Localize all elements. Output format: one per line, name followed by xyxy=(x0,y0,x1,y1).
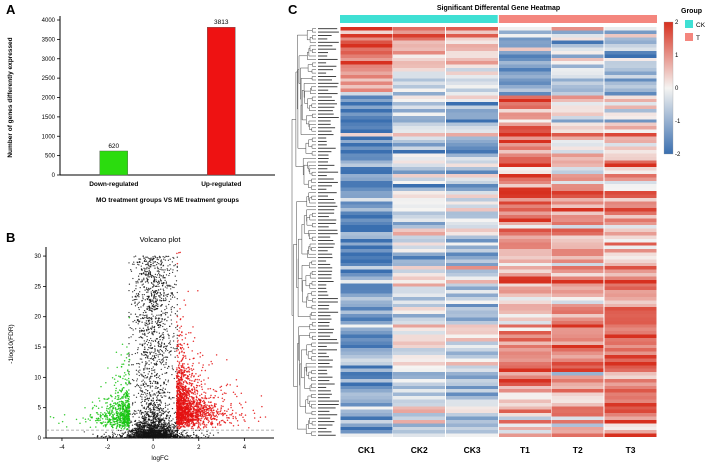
svg-text:15: 15 xyxy=(34,345,41,351)
svg-text:0: 0 xyxy=(38,436,42,442)
bar-down-regulated xyxy=(99,150,128,176)
svg-text:-4: -4 xyxy=(59,445,65,451)
volcano-axes: 0 5 10 15 20 25 30 -4 -2 0 2 4 xyxy=(34,247,274,451)
volcano-title: Volcano plot xyxy=(140,235,182,244)
svg-text:-2: -2 xyxy=(105,445,111,451)
gene-row-labels xyxy=(318,28,339,436)
svg-text:30: 30 xyxy=(34,254,41,260)
volcano-xlabel: logFC xyxy=(151,455,169,462)
bars: 620 Down-regulated 3813 Up-regulated xyxy=(89,19,241,188)
svg-text:5: 5 xyxy=(38,406,42,412)
volcano-ylabel: -1log10(FDR) xyxy=(8,324,15,363)
svg-text:2500: 2500 xyxy=(42,76,56,82)
svg-text:0: 0 xyxy=(52,173,56,179)
svg-text:4000: 4000 xyxy=(42,18,56,24)
panel-c-label: C xyxy=(288,2,298,17)
svg-text:Down-regulated: Down-regulated xyxy=(89,181,138,188)
heatmap-title: Significant Differental Gene Heatmap xyxy=(437,5,560,12)
legend-swatch-T xyxy=(685,33,693,41)
heatmap-column-labels: CK1 CK2 CK3 T1 T2 T3 xyxy=(358,445,636,455)
svg-text:0: 0 xyxy=(151,445,155,451)
svg-text:3000: 3000 xyxy=(42,57,56,63)
legend-group-title: Group xyxy=(681,8,702,15)
svg-text:10: 10 xyxy=(34,375,41,381)
svg-text:3813: 3813 xyxy=(214,19,229,26)
heatmap-svg: Significant Differental Gene Heatmap CK1 C… xyxy=(291,5,706,455)
svg-text:20: 20 xyxy=(34,315,41,321)
row-dendrogram xyxy=(291,28,316,436)
svg-text:25: 25 xyxy=(34,284,41,290)
svg-text:2: 2 xyxy=(197,445,201,451)
svg-text:4: 4 xyxy=(243,445,247,451)
bar-chart-axes: 0 500 1000 1500 2000 2500 3000 3500 4000 Number o… xyxy=(7,16,275,179)
panel-a-label: A xyxy=(6,2,16,17)
volcano-points xyxy=(49,251,267,439)
bar-chart-svg: 0 500 1000 1500 2000 2500 3000 3500 4000 Number o… xyxy=(7,16,275,204)
svg-text:1500: 1500 xyxy=(42,115,56,121)
bar-xlabel: MO treatment groups VS ME treatment grou… xyxy=(96,197,239,204)
color-scale-bar xyxy=(663,21,674,155)
svg-text:Number of genes differently ex: Number of genes differently expressed xyxy=(7,37,14,157)
panel-a-bar-chart: 0 500 1000 1500 2000 2500 3000 3500 4000 Number o… xyxy=(0,0,285,230)
svg-text:620: 620 xyxy=(108,143,119,150)
volcano-plot-svg: Volcano plot 0 5 10 15 20 25 30 -4 -2 0 2 4 logFC -1lo… xyxy=(8,235,274,462)
panel-b-volcano-plot: Volcano plot 0 5 10 15 20 25 30 -4 -2 0 2 4 logFC -1lo… xyxy=(0,230,285,474)
panel-b-label: B xyxy=(6,230,16,245)
bar-up-regulated xyxy=(207,27,236,176)
svg-text:3500: 3500 xyxy=(42,37,56,43)
heatmap-cells xyxy=(340,27,657,438)
panel-c-heatmap: Significant Differental Gene Heatmap CK1 C… xyxy=(285,0,712,474)
svg-text:500: 500 xyxy=(45,154,56,160)
group-annotation-strip xyxy=(340,15,657,23)
svg-text:Up-regulated: Up-regulated xyxy=(201,181,241,188)
legend-swatch-CK xyxy=(685,20,693,28)
svg-text:2000: 2000 xyxy=(42,96,56,102)
svg-text:1000: 1000 xyxy=(42,134,56,140)
